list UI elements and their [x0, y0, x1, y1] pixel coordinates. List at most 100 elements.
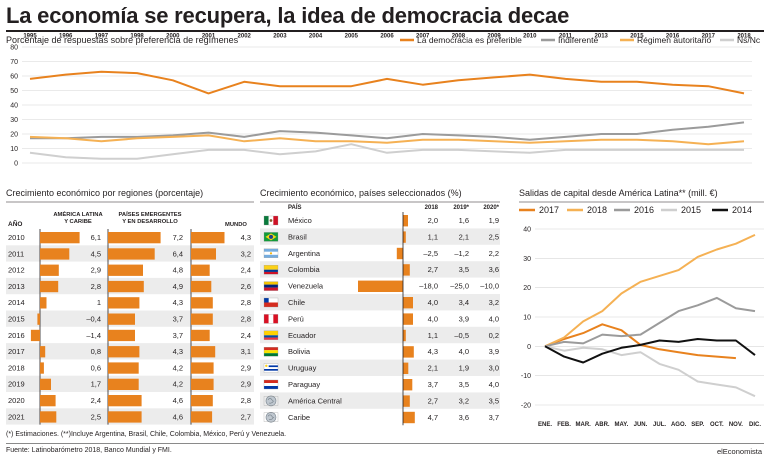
flag-part	[264, 265, 278, 270]
growth-regions-value-label: –0,4	[86, 315, 101, 324]
growth-regions-bar	[191, 248, 216, 260]
growth-countries-value: 3,7	[489, 413, 499, 422]
growth-regions-bar	[40, 378, 51, 390]
democracy-x-tick: 2008	[452, 34, 466, 40]
growth-regions-year: 2018	[8, 363, 25, 372]
growth-countries-title: Crecimiento económico, países selecciona…	[260, 188, 462, 198]
growth-countries-name: Ecuador	[288, 331, 316, 340]
growth-regions-value-label: 2,4	[91, 396, 101, 405]
capital-outflows-x-tick: JUN.	[634, 422, 648, 428]
venezuela-flag-icon	[263, 281, 279, 291]
democracy-x-tick: 2000	[166, 34, 180, 40]
growth-regions-bar	[108, 395, 142, 407]
growth-regions-bar	[40, 395, 56, 407]
flag-border	[263, 248, 279, 258]
growth-regions-bar	[191, 362, 214, 374]
growth-regions-value-label: 4,3	[173, 298, 183, 307]
source-note: Fuente: Latinobarómetro 2018, Banco Mund…	[6, 447, 172, 454]
growth-countries-value: –18,0	[419, 282, 438, 291]
growth-countries-name: Argentina	[288, 249, 321, 258]
growth-countries-bar	[403, 297, 413, 309]
growth-countries-name: Uruguay	[288, 364, 317, 373]
democracy-x-tick: 2015	[630, 34, 644, 40]
growth-regions-bar	[108, 248, 155, 260]
growth-countries-row-bg	[260, 359, 500, 376]
democracy-y-tick: 80	[10, 45, 18, 52]
growth-regions-column-header: Y EN DESARROLLO	[122, 219, 178, 225]
growth-regions-bar	[108, 378, 139, 390]
growth-countries-table: Crecimiento económico, países selecciona…	[260, 188, 500, 426]
democracy-series-line	[29, 70, 745, 95]
growth-countries-name: América Central	[288, 396, 342, 405]
growth-regions-value-label: 7,2	[173, 233, 183, 242]
capital-outflows-x-tick: AGO.	[671, 422, 687, 428]
growth-regions-bar	[40, 362, 44, 374]
colombia-flag-icon	[263, 265, 279, 275]
growth-regions-bar	[40, 264, 59, 276]
growth-regions-value-label: 2,8	[91, 282, 101, 291]
growth-regions-value-label: 1,7	[91, 380, 101, 389]
growth-regions-value-label: 4,2	[173, 363, 183, 372]
democracy-y-tick: 60	[10, 74, 18, 81]
capital-outflows-series-line	[544, 296, 756, 348]
flag-part	[267, 398, 275, 404]
growth-countries-value: 3,0	[489, 364, 499, 373]
democracy-legend-label: Indiferente	[558, 35, 598, 45]
flag-part	[264, 216, 269, 225]
growth-regions-bar	[191, 280, 212, 293]
flag-part	[264, 365, 278, 368]
democracy-x-tick: 2009	[487, 34, 501, 40]
growth-countries-bar	[358, 280, 403, 292]
democracy-x-tick: 2016	[666, 34, 680, 40]
capital-outflows-x-tick: OCT.	[710, 422, 724, 428]
growth-countries-row-bg	[260, 228, 500, 245]
democracy-x-tick: 2007	[416, 34, 430, 40]
growth-regions-value-label: 4,6	[173, 412, 183, 421]
democracy-x-tick: 2002	[238, 34, 252, 40]
capital-outflows-title: Salidas de capital desde América Latina*…	[519, 188, 718, 198]
flag-part	[264, 386, 278, 389]
growth-countries-value: 3,9	[489, 347, 499, 356]
growth-countries-value: –0,5	[454, 331, 469, 340]
growth-countries-value: 2,2	[489, 249, 499, 258]
growth-countries-value: 1,6	[459, 216, 469, 225]
growth-regions-value-label: 4,9	[173, 282, 183, 291]
capital-outflows-x-tick: MAR.	[576, 422, 592, 428]
flag-part	[264, 248, 278, 252]
capital-outflows-legend-label: 2016	[634, 205, 654, 215]
growth-regions-value-label: 6,1	[91, 233, 101, 242]
growth-regions-value-label: 2,9	[241, 363, 251, 372]
brand-logo: elEconomista	[716, 447, 762, 456]
growth-regions-value-label: 2,9	[91, 266, 101, 275]
capital-outflows-y-tick: 20	[523, 285, 531, 292]
growth-regions-bar	[108, 232, 161, 244]
growth-countries-name: Caribe	[288, 413, 310, 422]
flag-border	[263, 314, 279, 324]
democracy-x-tick: 2010	[523, 34, 537, 40]
growth-regions-bar	[40, 411, 57, 423]
flag-part	[264, 269, 278, 272]
democracy-y-tick: 30	[10, 117, 18, 124]
democracy-x-tick: 2017	[702, 34, 716, 40]
title-rule	[6, 30, 764, 32]
flag-border	[263, 396, 279, 406]
growth-regions-value-label: 2,8	[241, 396, 251, 405]
democracy-series-line	[29, 134, 745, 146]
growth-regions-bar	[40, 346, 46, 358]
capital-outflows-legend-label: 2014	[732, 205, 752, 215]
argentina-flag-icon	[263, 248, 279, 258]
paraguay-flag-icon	[263, 379, 279, 390]
growth-regions-value-label: 2,9	[241, 380, 251, 389]
capital-outflows-legend-label: 2017	[539, 205, 559, 215]
growth-countries-value: 2,1	[459, 232, 469, 241]
democracy-x-tick: 1995	[23, 34, 37, 40]
growth-countries-name: Venezuela	[288, 282, 324, 291]
growth-regions-value-label: 2,4	[241, 331, 251, 340]
capital-outflows-x-tick: NOV.	[729, 422, 743, 428]
growth-countries-value: 3,5	[459, 265, 469, 274]
democracy-x-tick: 1998	[130, 34, 144, 40]
flag-part	[264, 363, 278, 366]
growth-regions-value-label: 2,8	[241, 315, 251, 324]
growth-regions-bar	[108, 411, 142, 423]
democracy-series-line	[30, 121, 745, 141]
